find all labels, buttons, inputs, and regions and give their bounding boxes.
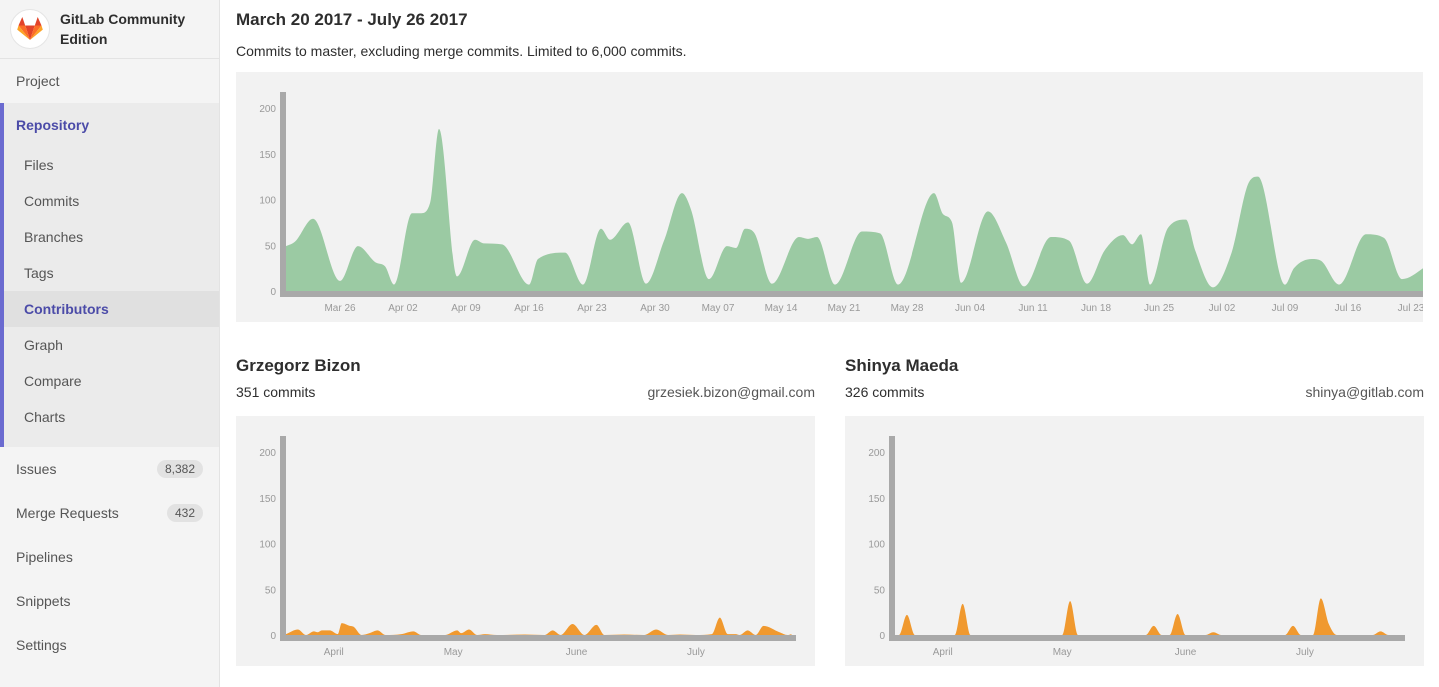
y-tick-label: 0 bbox=[270, 631, 276, 642]
x-tick-label: Jul 23 bbox=[1398, 303, 1423, 314]
y-axis bbox=[889, 436, 895, 641]
contributor-email: grzesiek.bizon@gmail.com bbox=[647, 384, 816, 400]
commits-area bbox=[286, 617, 792, 635]
y-tick-label: 150 bbox=[259, 494, 276, 505]
x-tick-label: Jun 11 bbox=[1018, 303, 1048, 314]
sidebar-item-repository[interactable]: Repository bbox=[16, 117, 90, 133]
x-tick-label: Jun 25 bbox=[1144, 303, 1174, 314]
project-name: GitLab Community Edition bbox=[60, 11, 186, 47]
sidebar-item-label: Pipelines bbox=[16, 549, 73, 565]
sidebar-item-label: Merge Requests bbox=[16, 505, 119, 521]
sidebar-item-contributors[interactable]: Contributors bbox=[4, 291, 219, 327]
y-tick-label: 0 bbox=[879, 631, 885, 642]
commits-area bbox=[895, 598, 1401, 635]
x-tick-label: May bbox=[1053, 647, 1072, 658]
sidebar: GitLab Community Edition Project Reposit… bbox=[0, 0, 220, 687]
sidebar-item-label: Project bbox=[16, 73, 60, 89]
contributor-card: Grzegorz Bizon 351 commits grzesiek.bizo… bbox=[236, 356, 815, 404]
x-tick-label: Apr 23 bbox=[577, 303, 607, 314]
x-tick-label: June bbox=[1175, 647, 1197, 658]
contributor-commits: 351 commits bbox=[236, 384, 316, 400]
sidebar-section-repository: Repository Files Commits Branches Tags C… bbox=[0, 103, 219, 447]
issues-count-badge: 8,382 bbox=[156, 460, 203, 478]
x-tick-label: April bbox=[324, 647, 344, 658]
y-axis bbox=[280, 436, 286, 641]
x-tick-label: May 14 bbox=[765, 303, 798, 314]
x-tick-label: Mar 26 bbox=[324, 303, 356, 314]
x-tick-label: May 28 bbox=[891, 303, 924, 314]
x-tick-label: Jun 04 bbox=[955, 303, 985, 314]
y-axis bbox=[280, 92, 286, 297]
total-commits-chart: 0 50 100 150 200 Mar 26 Apr 02 Apr 09 Apr 16 Apr … bbox=[236, 72, 1423, 322]
y-tick-label: 150 bbox=[259, 150, 276, 161]
page-subtitle: Commits to master, excluding merge commi… bbox=[236, 43, 687, 59]
x-tick-label: Jul 02 bbox=[1209, 303, 1236, 314]
merge-requests-count-badge: 432 bbox=[166, 504, 203, 522]
sidebar-item-graph[interactable]: Graph bbox=[24, 337, 63, 353]
sidebar-item-compare[interactable]: Compare bbox=[24, 373, 82, 389]
chart-svg: 0 50 100 150 200 Mar 26 Apr 02 Apr 09 Apr 16 Apr … bbox=[259, 92, 1423, 314]
x-tick-label: April bbox=[933, 647, 953, 658]
sidebar-item-pipelines[interactable]: Pipelines bbox=[0, 535, 219, 579]
contributor-card: Shinya Maeda 326 commits shinya@gitlab.c… bbox=[845, 356, 1424, 404]
contributor-commits: 326 commits bbox=[845, 384, 925, 400]
chart-svg: 0 50 100 150 200 April May June July bbox=[868, 436, 1405, 658]
y-tick-label: 50 bbox=[874, 585, 886, 596]
sidebar-item-files[interactable]: Files bbox=[24, 157, 54, 173]
x-tick-label: May 21 bbox=[828, 303, 861, 314]
sidebar-item-label: Settings bbox=[16, 637, 67, 653]
y-tick-label: 0 bbox=[270, 287, 276, 298]
chart-svg: 0 50 100 150 200 April May June July bbox=[259, 436, 796, 658]
x-axis bbox=[895, 635, 1405, 641]
sidebar-item-merge-requests[interactable]: Merge Requests 432 bbox=[0, 491, 219, 535]
sidebar-item-tags[interactable]: Tags bbox=[24, 265, 54, 281]
sidebar-item-issues[interactable]: Issues 8,382 bbox=[0, 447, 219, 491]
y-tick-label: 200 bbox=[259, 448, 276, 459]
page-title: March 20 2017 - July 26 2017 bbox=[236, 10, 468, 29]
x-tick-label: June bbox=[566, 647, 588, 658]
x-tick-label: Jul 16 bbox=[1335, 303, 1362, 314]
sidebar-item-label: Snippets bbox=[16, 593, 71, 609]
x-tick-label: Apr 16 bbox=[514, 303, 544, 314]
sidebar-item-snippets[interactable]: Snippets bbox=[0, 579, 219, 623]
x-tick-label: May bbox=[444, 647, 463, 658]
contributor-chart-grzegorz-bizon: 0 50 100 150 200 April May June July bbox=[236, 416, 815, 666]
y-tick-label: 50 bbox=[265, 585, 277, 596]
y-tick-label: 100 bbox=[868, 540, 885, 551]
sidebar-item-settings[interactable]: Settings bbox=[0, 623, 219, 667]
x-tick-label: Apr 09 bbox=[451, 303, 481, 314]
contributor-email: shinya@gitlab.com bbox=[1305, 384, 1425, 400]
commits-area bbox=[286, 129, 1423, 291]
x-tick-label: Jul 09 bbox=[1272, 303, 1299, 314]
sidebar-item-commits[interactable]: Commits bbox=[24, 193, 80, 209]
y-tick-label: 100 bbox=[259, 196, 276, 207]
x-tick-label: Apr 02 bbox=[388, 303, 418, 314]
y-tick-label: 50 bbox=[265, 241, 277, 252]
x-tick-label: May 07 bbox=[702, 303, 735, 314]
contributor-name: Grzegorz Bizon bbox=[236, 356, 361, 375]
y-tick-label: 150 bbox=[868, 494, 885, 505]
x-tick-label: Jun 18 bbox=[1081, 303, 1111, 314]
project-header[interactable]: GitLab Community Edition bbox=[0, 0, 219, 59]
sidebar-item-project[interactable]: Project bbox=[0, 59, 219, 103]
sidebar-item-charts[interactable]: Charts bbox=[24, 409, 66, 425]
y-tick-label: 200 bbox=[259, 104, 276, 115]
contributor-chart-shinya-maeda: 0 50 100 150 200 April May June July bbox=[845, 416, 1424, 666]
x-tick-label: July bbox=[687, 647, 705, 658]
x-tick-label: Apr 30 bbox=[640, 303, 670, 314]
x-axis bbox=[286, 635, 796, 641]
sidebar-item-label: Issues bbox=[16, 461, 57, 477]
gitlab-logo-icon bbox=[10, 9, 50, 49]
sidebar-item-branches[interactable]: Branches bbox=[24, 229, 84, 245]
x-tick-label: July bbox=[1296, 647, 1314, 658]
contributor-name: Shinya Maeda bbox=[845, 356, 959, 375]
x-axis bbox=[286, 291, 1423, 297]
y-tick-label: 100 bbox=[259, 540, 276, 551]
y-tick-label: 200 bbox=[868, 448, 885, 459]
